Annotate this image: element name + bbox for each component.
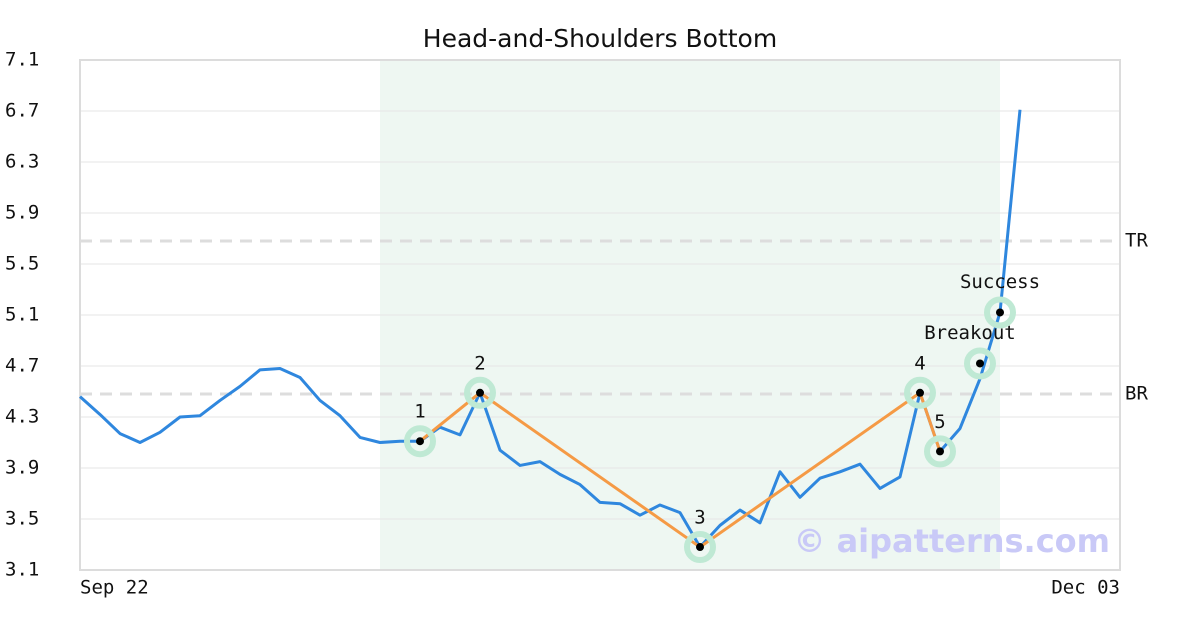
y-tick-label: 3.1 xyxy=(5,559,39,581)
pattern-point-halo xyxy=(464,376,496,409)
pattern-point-halo xyxy=(924,435,956,468)
signal-point xyxy=(996,308,1004,317)
pattern-point xyxy=(476,388,484,397)
pattern-label: 5 xyxy=(934,411,945,433)
signal-point-halo xyxy=(984,296,1016,329)
pattern-label: 4 xyxy=(914,352,925,374)
price-line xyxy=(79,109,1022,549)
y-tick-label: 4.3 xyxy=(5,406,39,428)
x-tick-label: Dec 03 xyxy=(1051,577,1120,599)
signal-point xyxy=(976,359,984,368)
pattern-point xyxy=(916,388,924,397)
y-tick-label: 6.3 xyxy=(5,151,39,173)
pattern-label: 2 xyxy=(474,352,485,374)
signal-point-halo xyxy=(964,347,996,380)
plot-frame xyxy=(79,59,1121,571)
signal-label: Breakout xyxy=(924,322,1016,344)
y-tick-label: 4.7 xyxy=(5,355,39,377)
pattern-label: 1 xyxy=(414,401,425,423)
y-tick-label: 5.5 xyxy=(5,253,39,275)
chart-title: Head-and-Shoulders Bottom xyxy=(423,24,777,53)
y-tick-label: 5.9 xyxy=(5,202,39,224)
signal-label: Success xyxy=(960,271,1040,293)
watermark: © aipatterns.com xyxy=(793,522,1110,560)
y-tick-label: 3.9 xyxy=(5,457,39,479)
pattern-point-halo xyxy=(904,376,936,409)
level-label: BR xyxy=(1125,383,1148,405)
pattern-label: 3 xyxy=(694,507,705,529)
x-tick-label: Sep 22 xyxy=(80,577,149,599)
level-label: TR xyxy=(1125,230,1148,252)
y-tick-label: 5.1 xyxy=(5,304,39,326)
y-tick-label: 6.7 xyxy=(5,100,39,122)
pattern-point xyxy=(416,437,424,446)
y-tick-label: 7.1 xyxy=(5,49,39,71)
pattern-point xyxy=(936,447,944,456)
pattern-point-halo xyxy=(404,425,436,458)
y-tick-label: 3.5 xyxy=(5,508,39,530)
pattern-point xyxy=(696,543,704,552)
pattern-point-halo xyxy=(684,531,716,564)
